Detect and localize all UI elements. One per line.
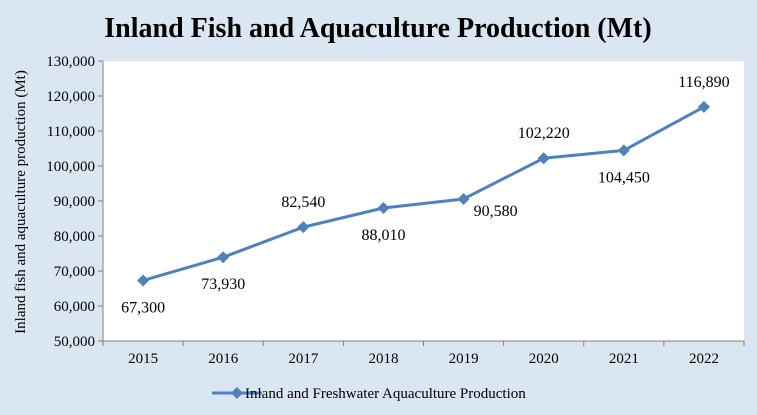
data-label: 104,450 <box>598 169 650 186</box>
x-tick-label: 2021 <box>609 351 639 367</box>
y-tick-label: 80,000 <box>54 229 95 245</box>
chart-title: Inland Fish and Aquaculture Production (… <box>104 13 651 44</box>
legend-diamond-icon <box>231 387 243 399</box>
y-axis-label: Inland fish and aquaculture production (… <box>13 70 29 334</box>
data-labels: 67,300 73,930 82,540 88,010 90,580 102,220 104… <box>121 74 730 317</box>
data-label: 82,540 <box>281 194 325 211</box>
plot-area <box>103 61 744 341</box>
data-point <box>617 144 630 157</box>
data-point <box>217 251 230 264</box>
data-point <box>537 152 550 165</box>
data-point <box>137 274 150 287</box>
series-line <box>142 105 705 282</box>
x-tick-label: 2022 <box>689 351 719 367</box>
x-tick-label: 2016 <box>208 351 239 367</box>
y-tick-label: 110,000 <box>47 124 95 140</box>
x-tick-label: 2015 <box>128 351 158 367</box>
data-point <box>377 201 390 214</box>
x-tick-label: 2019 <box>449 351 479 367</box>
y-tick-label: 50,000 <box>54 334 95 350</box>
data-point <box>697 100 710 113</box>
data-point <box>457 192 470 205</box>
x-tick-label: 2017 <box>288 351 319 367</box>
y-tick-label: 90,000 <box>54 194 95 210</box>
data-label: 67,300 <box>121 299 165 316</box>
data-label: 73,930 <box>201 276 245 293</box>
x-tick-label: 2018 <box>368 351 398 367</box>
y-tick-label: 120,000 <box>46 89 95 105</box>
data-point <box>297 221 310 234</box>
legend-label: Inland and Freshwater Aquaculture Produc… <box>245 386 526 402</box>
y-axis: 50,000 60,000 70,000 80,000 90,000 100,000 110… <box>46 54 104 350</box>
x-tick-label: 2020 <box>529 351 559 367</box>
y-tick-label: 100,000 <box>46 159 95 175</box>
legend: Inland and Freshwater Aquaculture Produc… <box>212 386 526 402</box>
x-axis: 2015 2016 2017 2018 2019 2020 2021 2022 <box>102 340 745 367</box>
data-label: 116,890 <box>678 74 729 91</box>
data-label: 88,010 <box>361 227 405 244</box>
series-line-group <box>137 100 710 287</box>
y-tick-label: 70,000 <box>54 264 95 280</box>
data-label: 90,580 <box>474 203 518 220</box>
data-label: 102,220 <box>518 125 570 142</box>
y-tick-label: 130,000 <box>46 54 95 70</box>
y-tick-label: 60,000 <box>54 299 95 315</box>
